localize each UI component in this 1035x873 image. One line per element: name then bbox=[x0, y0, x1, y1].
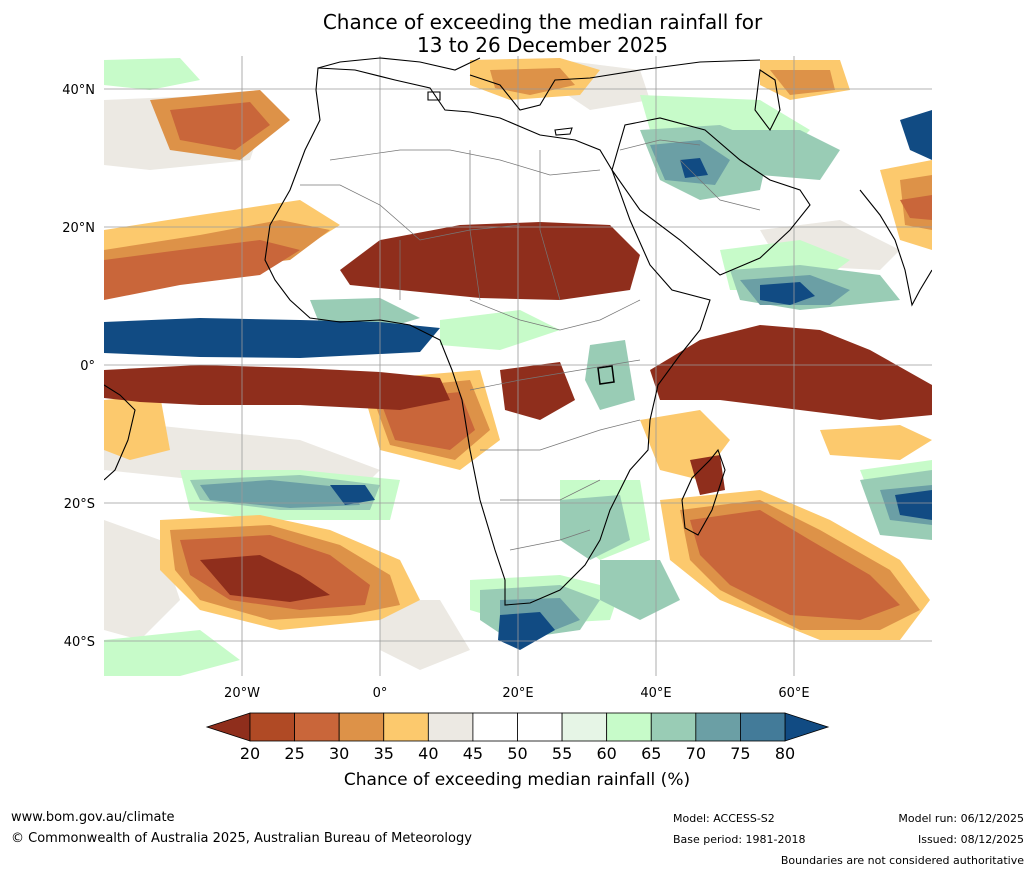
colorbar-high-extension bbox=[784, 712, 830, 742]
africa-coastline bbox=[264, 67, 711, 606]
india-coastline bbox=[859, 189, 932, 307]
footer-copyright: © Commonwealth of Australia 2025, Austra… bbox=[11, 831, 472, 846]
europe-coastline bbox=[317, 57, 761, 111]
colorbar-tick-label: 45 bbox=[463, 744, 483, 763]
arabian-peninsula-coastline bbox=[611, 117, 811, 276]
colorbar-swatch bbox=[606, 712, 652, 742]
colorbar-tick-label: 50 bbox=[507, 744, 527, 763]
lat-label-0: 0° bbox=[80, 359, 95, 374]
footer-issued: Issued: 08/12/2025 bbox=[917, 833, 1024, 846]
map-title-line-2: 13 to 26 December 2025 bbox=[416, 33, 668, 57]
colorbar-tick-label: 65 bbox=[641, 744, 661, 763]
colorbar-tick-label: 80 bbox=[775, 744, 795, 763]
colorbar-tick-label: 40 bbox=[418, 744, 438, 763]
colorbar-swatch bbox=[427, 712, 474, 742]
coastlines bbox=[104, 57, 932, 606]
lat-label-40n: 40°N bbox=[62, 83, 95, 98]
madagascar-coastline bbox=[681, 448, 726, 536]
colorbar-swatch bbox=[383, 712, 429, 742]
country-borders bbox=[300, 139, 761, 551]
lat-label-20n: 20°N bbox=[62, 221, 95, 236]
graticule bbox=[104, 56, 932, 676]
footer-model: Model: ACCESS-S2 bbox=[673, 812, 775, 825]
lon-label-20w: 20°W bbox=[224, 686, 260, 701]
colorbar-tick-label: 30 bbox=[329, 744, 349, 763]
lon-label-40e: 40°E bbox=[640, 686, 671, 701]
footer-base-period: Base period: 1981-2018 bbox=[673, 833, 806, 846]
very-wet-patches bbox=[104, 110, 932, 650]
lake-victoria bbox=[597, 365, 615, 385]
footer-disclaimer: Boundaries are not considered authoritat… bbox=[780, 854, 1024, 867]
footer-website[interactable]: www.bom.gov.au/climate bbox=[11, 810, 175, 825]
colorbar-low-extension bbox=[205, 712, 251, 742]
caspian-coastline bbox=[754, 69, 781, 132]
lon-label-20e: 20°E bbox=[502, 686, 533, 701]
lat-label-40s: 40°S bbox=[64, 635, 95, 650]
colorbar-swatch bbox=[294, 712, 340, 742]
colorbar: 20 25 30 35 40 45 50 55 60 65 70 75 80 Chance of exc… bbox=[205, 712, 830, 790]
colorbar-swatch bbox=[561, 712, 608, 742]
colorbar-tick-label: 35 bbox=[374, 744, 394, 763]
colorbar-swatch bbox=[650, 712, 697, 742]
longitude-axis: 20°W 0° 20°E 40°E 60°E bbox=[224, 686, 810, 701]
colorbar-swatch bbox=[249, 712, 295, 742]
colorbar-tick-label: 55 bbox=[552, 744, 572, 763]
colorbar-tick-label: 20 bbox=[240, 744, 260, 763]
map-title-line-1: Chance of exceeding the median rainfall … bbox=[322, 10, 763, 34]
colorbar-swatch bbox=[740, 712, 786, 742]
south-america-coastline bbox=[104, 384, 136, 481]
colorbar-swatch bbox=[695, 712, 741, 742]
colorbar-tick-label: 70 bbox=[686, 744, 706, 763]
lon-label-0: 0° bbox=[373, 686, 388, 701]
latitude-axis: 40°N 20°N 0° 20°S 40°S bbox=[62, 83, 95, 650]
lat-label-20s: 20°S bbox=[64, 497, 95, 512]
colorbar-tick-label: 25 bbox=[284, 744, 304, 763]
colorbar-label: Chance of exceeding median rainfall (%) bbox=[344, 770, 690, 790]
colorbar-swatch bbox=[472, 712, 518, 742]
footer-model-run: Model run: 06/12/2025 bbox=[898, 812, 1024, 825]
colorbar-tick-label: 60 bbox=[596, 744, 616, 763]
colorbar-ticks: 20 25 30 35 40 45 50 55 60 65 70 75 80 bbox=[240, 744, 795, 763]
colorbar-swatch bbox=[517, 712, 563, 742]
colorbar-tick-label: 75 bbox=[730, 744, 750, 763]
colorbar-swatch bbox=[338, 712, 385, 742]
very-dry-patches bbox=[104, 222, 932, 602]
colorbar-swatches bbox=[249, 712, 786, 742]
mediterranean-islands bbox=[427, 91, 573, 136]
lon-label-60e: 60°E bbox=[778, 686, 809, 701]
